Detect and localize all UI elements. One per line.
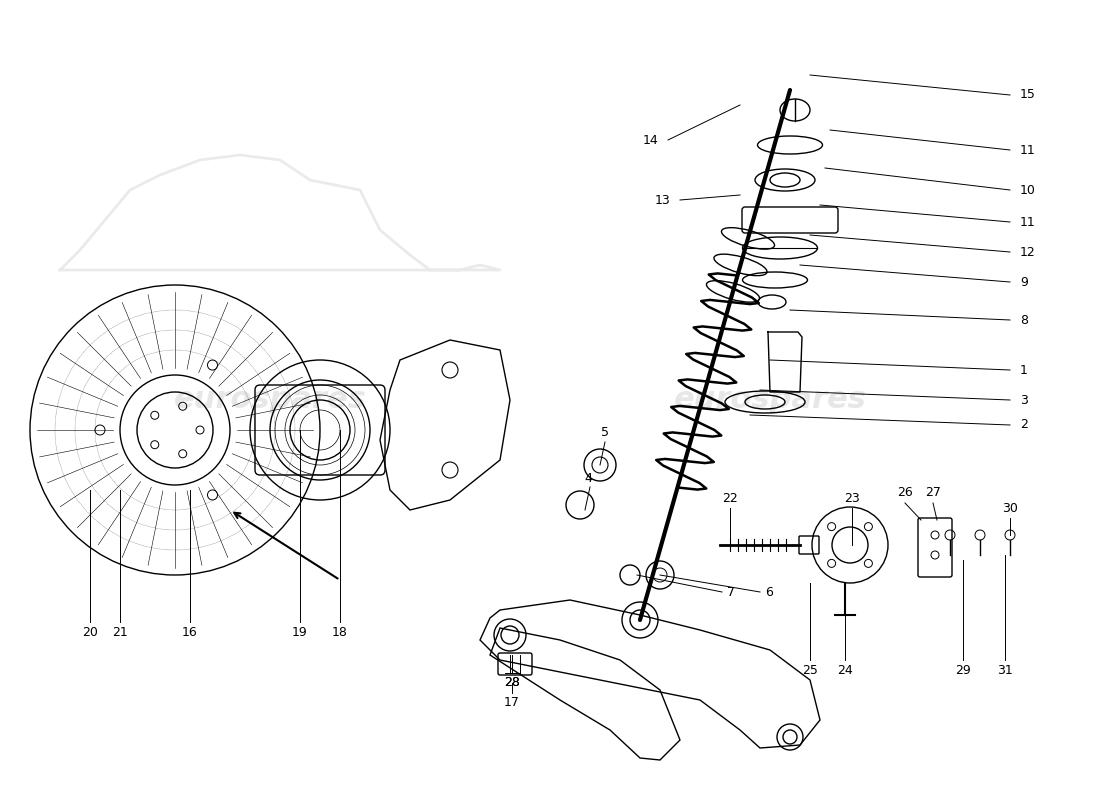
Text: 13: 13 [654,194,670,206]
Text: 11: 11 [1020,143,1036,157]
Text: 7: 7 [727,586,735,598]
Text: 21: 21 [112,626,128,638]
Text: 27: 27 [925,486,940,499]
Text: 30: 30 [1002,502,1018,514]
Text: 22: 22 [722,491,738,505]
Text: 17: 17 [504,697,520,710]
Text: 28: 28 [504,677,520,690]
Text: 12: 12 [1020,246,1036,258]
Text: 23: 23 [844,491,860,505]
Text: 24: 24 [837,663,852,677]
Text: 4: 4 [584,471,592,485]
Text: 15: 15 [1020,89,1036,102]
Text: 8: 8 [1020,314,1028,326]
Text: 11: 11 [1020,215,1036,229]
Text: 10: 10 [1020,183,1036,197]
Text: 31: 31 [997,663,1013,677]
Text: 16: 16 [183,626,198,638]
Text: 14: 14 [642,134,658,146]
Text: 29: 29 [955,663,971,677]
Text: 28: 28 [504,677,520,690]
Text: 25: 25 [802,663,818,677]
Text: 18: 18 [332,626,348,638]
Text: eurospares: eurospares [673,386,867,414]
Text: 26: 26 [898,486,913,499]
Text: 1: 1 [1020,363,1027,377]
Text: 3: 3 [1020,394,1027,406]
Text: 9: 9 [1020,275,1027,289]
Text: eurospares: eurospares [174,386,366,414]
Text: 6: 6 [764,586,773,598]
Text: 2: 2 [1020,418,1027,431]
Text: 5: 5 [601,426,609,438]
Text: 19: 19 [293,626,308,638]
Text: 20: 20 [82,626,98,638]
